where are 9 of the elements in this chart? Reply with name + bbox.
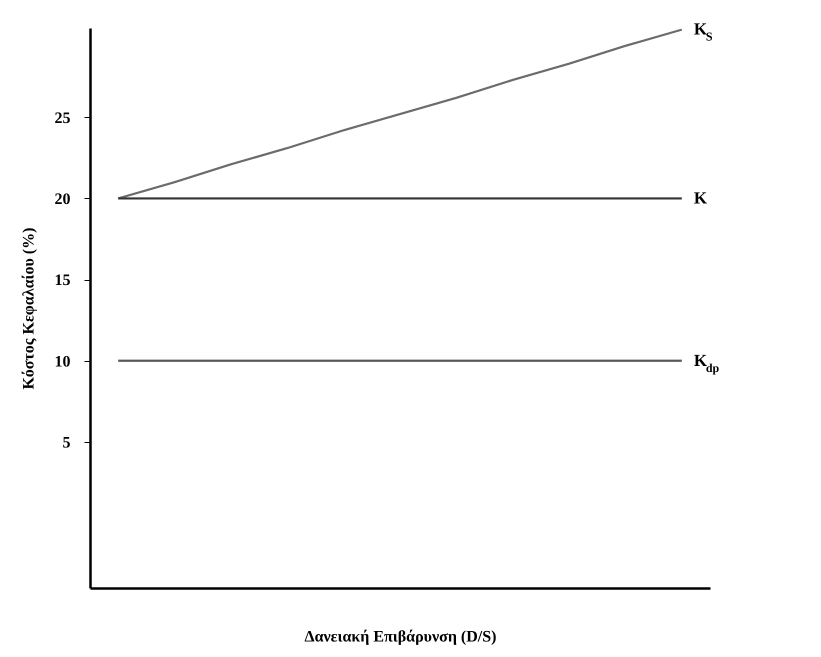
y-tick-label: 5	[62, 434, 70, 452]
y-tick-label: 20	[54, 190, 70, 208]
series-label: K	[694, 188, 708, 208]
line-series	[117, 28, 683, 200]
y-tick-label: 25	[54, 110, 70, 127]
y-tick-label: 10	[54, 353, 70, 370]
y-tick-label: 15	[54, 272, 70, 290]
x-axis-title: Δανειακή Επιβάρυνση (D/S)	[304, 628, 496, 646]
y-axis-title: Κόστος Κεφαλαίου (%)	[20, 228, 38, 390]
